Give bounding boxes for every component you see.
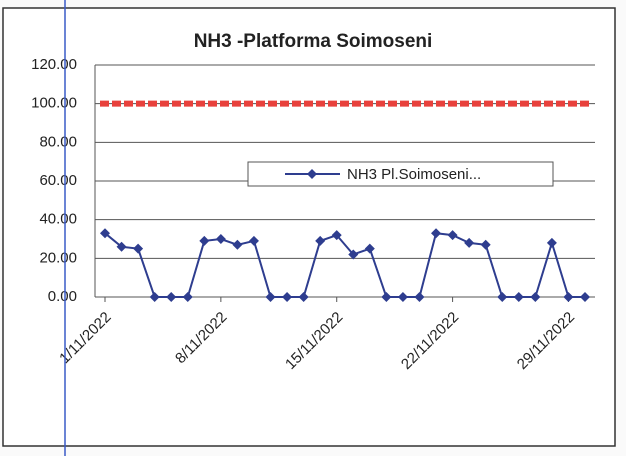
data-point — [381, 292, 392, 302]
data-point — [232, 239, 243, 250]
data-point — [199, 235, 210, 246]
chart-frame — [2, 7, 616, 447]
data-point — [546, 237, 557, 248]
chart-title: NH3 -Platforma Soimoseni — [194, 31, 433, 52]
data-point — [331, 230, 342, 241]
data-point — [513, 292, 524, 302]
data-point — [348, 249, 359, 260]
data-point — [265, 292, 276, 302]
data-point — [182, 292, 193, 302]
data-point — [282, 292, 293, 302]
data-point — [464, 237, 475, 248]
data-point — [133, 243, 144, 254]
y-tick-label: 40.00 — [39, 211, 77, 228]
data-point — [447, 230, 458, 241]
data-point — [563, 292, 574, 302]
y-tick-label: 120.00 — [31, 56, 77, 73]
data-point — [580, 292, 590, 302]
y-tick-label: 80.00 — [39, 133, 77, 150]
data-point — [100, 228, 110, 239]
data-point — [298, 292, 309, 302]
data-point — [215, 234, 226, 244]
y-tick-label: 20.00 — [39, 249, 77, 266]
data-point — [414, 292, 425, 302]
legend-marker — [307, 169, 317, 179]
data-point — [397, 292, 408, 302]
data-point — [315, 235, 326, 246]
data-point — [480, 239, 491, 250]
data-point — [149, 292, 160, 302]
data-point — [364, 243, 375, 254]
data-point — [116, 241, 127, 252]
data-point — [530, 292, 541, 302]
y-tick-label: 0.00 — [48, 288, 77, 305]
data-point — [431, 228, 442, 239]
legend-label: NH3 Pl.Soimoseni... — [347, 166, 481, 183]
y-tick-label: 60.00 — [39, 172, 77, 189]
data-point — [497, 292, 508, 302]
data-point — [166, 292, 177, 302]
y-tick-label: 100.00 — [31, 95, 77, 112]
data-point — [248, 235, 259, 246]
